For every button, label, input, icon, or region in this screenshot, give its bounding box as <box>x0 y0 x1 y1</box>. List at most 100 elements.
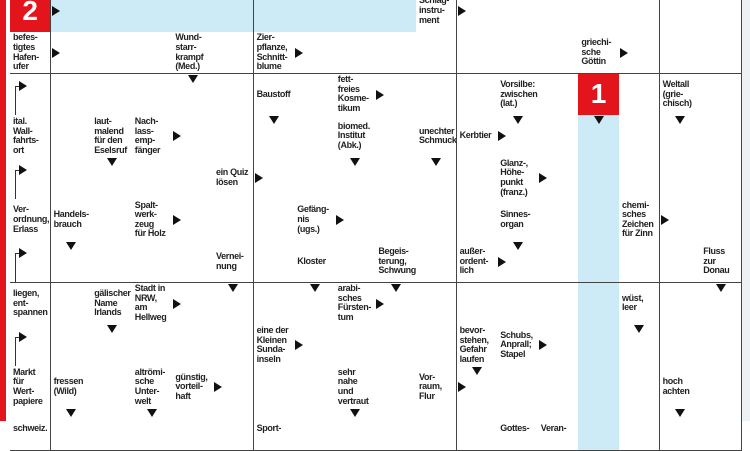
answer-cell[interactable] <box>294 157 336 200</box>
answer-cell[interactable] <box>294 408 336 451</box>
answer-cell[interactable] <box>416 31 458 75</box>
answer-cell[interactable] <box>416 199 458 242</box>
answer-cell[interactable] <box>700 199 742 242</box>
solution-cell[interactable] <box>578 324 620 367</box>
answer-cell[interactable] <box>659 240 701 284</box>
solution-cell[interactable] <box>50 0 92 33</box>
answer-cell[interactable] <box>537 73 580 117</box>
answer-cell[interactable] <box>213 408 255 451</box>
answer-cell[interactable] <box>456 282 498 326</box>
answer-cell[interactable] <box>253 282 295 326</box>
answer-cell[interactable] <box>700 0 742 33</box>
answer-cell[interactable] <box>700 324 742 367</box>
answer-cell[interactable] <box>497 31 539 75</box>
answer-cell[interactable] <box>416 73 458 117</box>
answer-cell[interactable] <box>700 115 742 158</box>
answer-cell[interactable] <box>172 240 214 284</box>
answer-cell[interactable] <box>619 73 661 117</box>
solution-cell[interactable] <box>91 0 133 33</box>
answer-cell[interactable] <box>91 31 133 75</box>
answer-cell[interactable] <box>659 0 701 33</box>
answer-cell[interactable] <box>294 366 336 409</box>
answer-cell[interactable] <box>659 324 701 367</box>
answer-cell[interactable] <box>537 240 580 284</box>
solution-cell[interactable] <box>578 408 620 451</box>
answer-cell[interactable] <box>700 408 742 451</box>
answer-cell[interactable] <box>700 157 742 200</box>
answer-cell[interactable] <box>700 31 742 75</box>
answer-cell[interactable] <box>700 366 742 409</box>
answer-cell[interactable] <box>213 115 255 158</box>
answer-cell[interactable] <box>537 282 580 326</box>
answer-cell[interactable] <box>334 31 377 75</box>
answer-cell[interactable] <box>91 408 133 451</box>
solution-cell[interactable] <box>294 0 336 33</box>
solution-cell[interactable] <box>131 0 174 33</box>
answer-cell[interactable] <box>294 73 336 117</box>
solution-cell[interactable] <box>253 0 295 33</box>
answer-cell[interactable] <box>253 199 295 242</box>
answer-cell[interactable] <box>456 157 498 200</box>
answer-cell[interactable] <box>537 115 580 158</box>
answer-cell[interactable] <box>619 408 661 451</box>
answer-cell[interactable] <box>578 0 620 33</box>
answer-cell[interactable] <box>456 199 498 242</box>
answer-cell[interactable] <box>334 324 377 367</box>
answer-cell[interactable] <box>700 73 742 117</box>
answer-cell[interactable] <box>537 31 580 75</box>
answer-cell[interactable] <box>10 73 52 117</box>
answer-cell[interactable] <box>416 408 458 451</box>
answer-cell[interactable] <box>497 0 539 33</box>
answer-cell[interactable] <box>50 324 92 367</box>
answer-cell[interactable] <box>131 31 174 75</box>
solution-cell[interactable] <box>578 366 620 409</box>
answer-cell[interactable] <box>172 157 214 200</box>
answer-cell[interactable] <box>50 282 92 326</box>
answer-cell[interactable] <box>375 31 417 75</box>
answer-cell[interactable] <box>294 115 336 158</box>
answer-cell[interactable] <box>456 0 498 33</box>
answer-cell[interactable] <box>619 0 661 33</box>
answer-cell[interactable] <box>659 157 701 200</box>
answer-cell[interactable] <box>456 408 498 451</box>
answer-cell[interactable] <box>131 157 174 200</box>
solution-cell[interactable] <box>213 0 255 33</box>
solution-cell[interactable] <box>334 0 377 33</box>
answer-cell[interactable] <box>253 366 295 409</box>
solution-cell[interactable] <box>172 0 214 33</box>
solution-cell[interactable] <box>578 240 620 284</box>
solution-cell[interactable] <box>578 157 620 200</box>
answer-cell[interactable] <box>659 31 701 75</box>
answer-cell[interactable] <box>91 73 133 117</box>
answer-cell[interactable] <box>619 115 661 158</box>
answer-cell[interactable] <box>537 366 580 409</box>
answer-cell[interactable] <box>416 282 458 326</box>
answer-cell[interactable] <box>131 73 174 117</box>
answer-cell[interactable] <box>375 199 417 242</box>
solution-cell[interactable] <box>375 0 417 33</box>
answer-cell[interactable] <box>375 324 417 367</box>
answer-cell[interactable] <box>537 199 580 242</box>
answer-cell[interactable] <box>50 157 92 200</box>
answer-cell[interactable] <box>253 240 295 284</box>
answer-cell[interactable] <box>213 199 255 242</box>
answer-cell[interactable] <box>416 324 458 367</box>
answer-cell[interactable] <box>375 366 417 409</box>
answer-cell[interactable] <box>131 240 174 284</box>
answer-cell[interactable] <box>375 115 417 158</box>
answer-cell[interactable] <box>619 157 661 200</box>
answer-cell[interactable] <box>375 157 417 200</box>
answer-cell[interactable] <box>497 366 539 409</box>
answer-cell[interactable] <box>619 366 661 409</box>
solution-cell[interactable] <box>578 199 620 242</box>
answer-cell[interactable] <box>172 408 214 451</box>
answer-cell[interactable] <box>456 73 498 117</box>
answer-cell[interactable] <box>537 0 580 33</box>
answer-cell[interactable] <box>91 366 133 409</box>
answer-cell[interactable] <box>172 324 214 367</box>
answer-cell[interactable] <box>497 282 539 326</box>
answer-cell[interactable] <box>131 324 174 367</box>
answer-cell[interactable] <box>456 31 498 75</box>
answer-cell[interactable] <box>375 408 417 451</box>
solution-cell[interactable] <box>578 282 620 326</box>
